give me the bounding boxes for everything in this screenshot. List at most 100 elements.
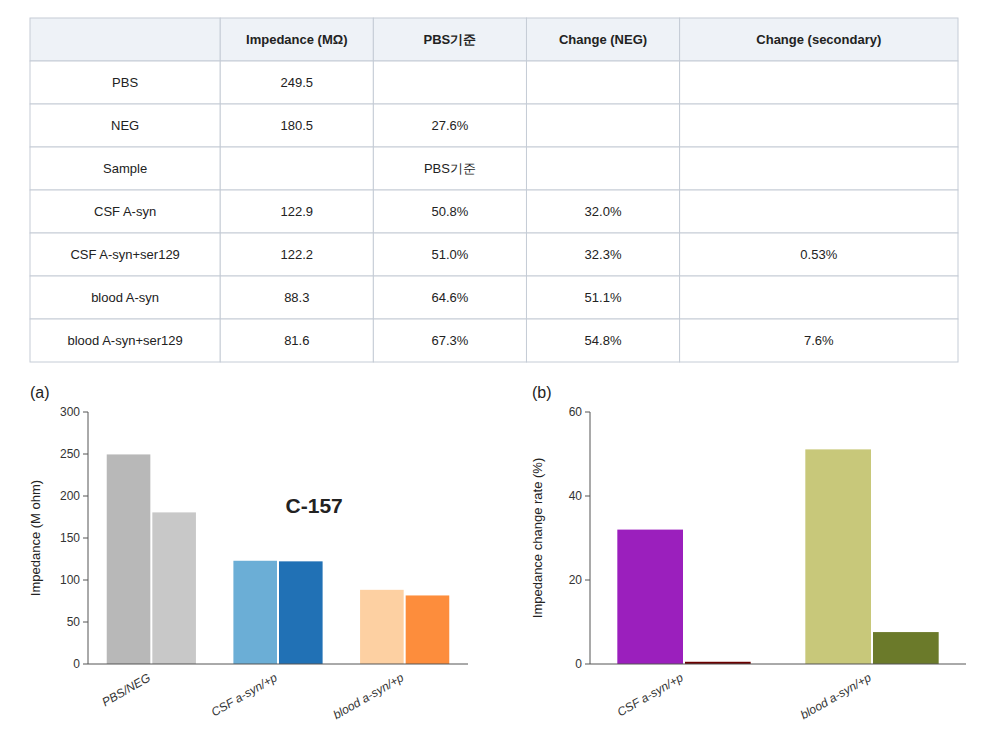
table-header-cell (373, 18, 526, 61)
bar-chart: 050100150200250300PBS/NEGCSF a-syn/+pblo… (28, 384, 468, 722)
table-text: 51.1% (585, 290, 622, 305)
y-tick (585, 412, 590, 413)
y-tick-label: 40 (569, 489, 583, 503)
table-cell (220, 190, 373, 233)
table-cell (373, 276, 526, 319)
y-tick-label: 50 (67, 615, 81, 629)
bar (279, 561, 323, 664)
table-cell (526, 319, 679, 362)
y-tick-label: 60 (569, 405, 583, 419)
bar (805, 449, 871, 664)
table-text: 32.0% (585, 204, 622, 219)
annotation: C-157 (286, 494, 343, 517)
table-text: 0.53% (800, 247, 837, 262)
table-cell (526, 190, 679, 233)
table-cell (526, 104, 679, 147)
table-cell (30, 276, 220, 319)
table-text: 50.8% (431, 204, 468, 219)
table-text: 27.6% (431, 118, 468, 133)
y-tick (83, 496, 88, 497)
table-cell (373, 319, 526, 362)
table-cell (30, 147, 220, 190)
table-text: 122.2 (281, 247, 314, 262)
table-text: NEG (111, 118, 139, 133)
table-cell (373, 147, 526, 190)
table-text: CSF A-syn+ser129 (70, 247, 179, 262)
table-text: 122.9 (281, 204, 314, 219)
table-text: 64.6% (431, 290, 468, 305)
y-axis-label: Impedance (M ohm) (28, 480, 43, 596)
y-tick-label: 0 (575, 657, 582, 671)
bar (107, 454, 151, 664)
x-tick-label: PBS/NEG (100, 670, 153, 709)
table-text: blood A-syn (91, 290, 159, 305)
y-tick-label: 300 (60, 405, 80, 419)
table-text: 81.6 (284, 333, 309, 348)
y-axis (590, 412, 591, 664)
y-tick-label: 0 (73, 657, 80, 671)
table-text: 88.3 (284, 290, 309, 305)
y-tick (585, 496, 590, 497)
table-text: CSF A-syn (94, 204, 156, 219)
y-tick-label: 200 (60, 489, 80, 503)
table-text: 51.0% (431, 247, 468, 262)
y-tick (83, 412, 88, 413)
table-cell (220, 233, 373, 276)
table-cell (373, 233, 526, 276)
y-tick (83, 580, 88, 581)
table-text: PBS기준 (424, 161, 476, 176)
table-cell (680, 233, 958, 276)
table-cell (30, 61, 220, 104)
table-header-cell (680, 18, 958, 61)
table-cell (680, 104, 958, 147)
table-text: blood A-syn+ser129 (67, 333, 182, 348)
table-cell (526, 61, 679, 104)
x-tick-label: blood a-syn/+p (798, 670, 874, 722)
y-tick (83, 538, 88, 539)
bar-chart: 0 20 40 60 CSF a-syn/+p blood a-syn/+p Impedan… (530, 384, 966, 722)
table-cell (220, 61, 373, 104)
table-cell (30, 233, 220, 276)
y-tick (83, 454, 88, 455)
table-text: 180.5 (281, 118, 314, 133)
table-text: 7.6% (804, 333, 834, 348)
x-tick-label: blood a-syn/+p (331, 670, 407, 722)
x-tick-label: CSF a-syn/+p (615, 670, 686, 719)
y-tick (83, 622, 88, 623)
bar (617, 530, 683, 664)
y-tick-label: 20 (569, 573, 583, 587)
table-cell (680, 190, 958, 233)
table-text: 67.3% (431, 333, 468, 348)
table-cell (680, 147, 958, 190)
table-cell (680, 319, 958, 362)
panel-label: (b) (532, 384, 552, 401)
page: Impedance (MΩ)PBS기준Change (NEG)Change (s… (0, 0, 988, 740)
table-cell (680, 61, 958, 104)
y-tick-label: 150 (60, 531, 80, 545)
x-tick-label: CSF a-syn/+p (209, 670, 280, 719)
table-header-cell (526, 18, 679, 61)
table-cell (220, 319, 373, 362)
table-text: 32.3% (585, 247, 622, 262)
bar (233, 561, 277, 664)
table-header: PBS기준 (424, 32, 477, 47)
table-cell (220, 147, 373, 190)
y-tick (585, 580, 590, 581)
table-cell (373, 190, 526, 233)
table-cell (373, 104, 526, 147)
panel-label: (a) (30, 384, 50, 401)
table-header-cell (220, 18, 373, 61)
table-cell (220, 276, 373, 319)
y-axis (88, 412, 89, 664)
table-header-cell (30, 18, 220, 61)
table-cell (526, 276, 679, 319)
bar (873, 632, 939, 664)
table: Impedance (MΩ)PBS기준Change (NEG)Change (s… (30, 18, 958, 362)
bars (107, 454, 450, 664)
x-axis (590, 664, 966, 665)
table-text: PBS (112, 75, 138, 90)
bars (617, 449, 938, 664)
table-header: Impedance (MΩ) (246, 32, 347, 47)
table-header: Change (NEG) (559, 32, 647, 47)
y-axis-label: Impedance change rate (%) (530, 458, 545, 618)
